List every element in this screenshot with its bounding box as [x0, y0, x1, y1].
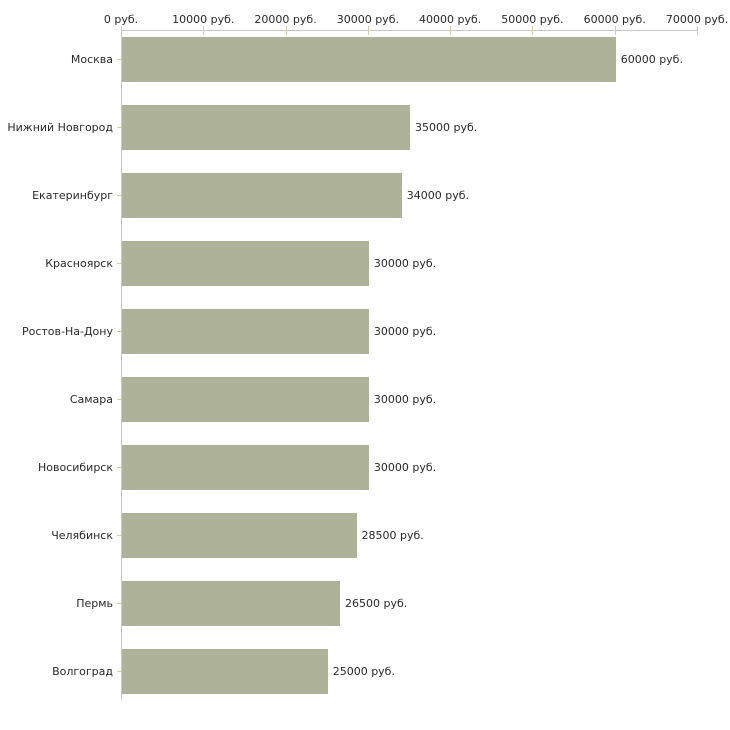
- x-tick-label: 30000 руб.: [336, 13, 399, 26]
- value-label: 34000 руб.: [406, 189, 470, 202]
- category-tick-mark: [117, 399, 121, 400]
- x-axis-line: [121, 30, 698, 31]
- x-tick-label: 20000 руб.: [254, 13, 317, 26]
- category-tick-mark: [117, 127, 121, 128]
- bar: [122, 377, 369, 422]
- x-tick-label: 0 руб.: [103, 13, 139, 26]
- category-label: Ростов-На-Дону: [21, 325, 113, 338]
- x-axis-tick-mark: [532, 26, 534, 35]
- x-axis-tick-mark: [121, 26, 122, 35]
- category-tick-mark: [117, 195, 121, 196]
- value-label: 26500 руб.: [345, 597, 408, 610]
- category-label: Волгоград: [52, 665, 113, 678]
- x-tick-label: 70000 руб.: [665, 13, 729, 26]
- bar: [122, 513, 357, 558]
- category-tick-mark: [117, 59, 121, 60]
- category-label: Нижний Новгород: [7, 121, 113, 134]
- value-label: 30000 руб.: [373, 257, 437, 270]
- bar: [122, 241, 369, 286]
- y-axis-line: [121, 30, 122, 700]
- value-label: 25000 руб.: [332, 665, 395, 678]
- x-axis-tick-mark: [450, 26, 452, 35]
- x-axis-tick-mark: [285, 26, 287, 35]
- category-tick-mark: [117, 263, 121, 264]
- value-label: 35000 руб.: [415, 121, 478, 134]
- value-label: 30000 руб.: [373, 461, 437, 474]
- x-tick-label: 10000 руб.: [172, 13, 235, 26]
- x-axis-tick-mark: [697, 26, 698, 35]
- bar: [122, 649, 328, 694]
- bar: [122, 309, 369, 354]
- x-axis-tick-mark: [614, 26, 616, 35]
- category-tick-mark: [117, 535, 121, 536]
- x-axis-tick-mark: [367, 26, 369, 35]
- value-label: 60000 руб.: [620, 53, 683, 66]
- bar: [122, 105, 410, 150]
- category-tick-mark: [117, 467, 121, 468]
- category-tick-mark: [117, 671, 121, 672]
- category-label: Красноярск: [45, 257, 113, 270]
- value-label: 30000 руб.: [373, 325, 437, 338]
- category-label: Москва: [70, 53, 113, 66]
- bar: [122, 37, 616, 82]
- category-label: Новосибирск: [37, 461, 113, 474]
- category-tick-mark: [117, 603, 121, 604]
- bar: [122, 445, 369, 490]
- category-label: Челябинск: [51, 529, 113, 542]
- x-tick-label: 40000 руб.: [419, 13, 482, 26]
- category-label: Самара: [69, 393, 113, 406]
- x-tick-label: 60000 руб.: [583, 13, 646, 26]
- x-axis-tick-mark: [203, 26, 205, 35]
- category-label: Екатеринбург: [32, 189, 113, 202]
- category-label: Пермь: [76, 597, 113, 610]
- x-tick-label: 50000 руб.: [501, 13, 564, 26]
- bar: [122, 581, 341, 626]
- category-tick-mark: [117, 331, 121, 332]
- value-label: 28500 руб.: [361, 529, 424, 542]
- value-label: 30000 руб.: [373, 393, 437, 406]
- bar: [122, 173, 402, 218]
